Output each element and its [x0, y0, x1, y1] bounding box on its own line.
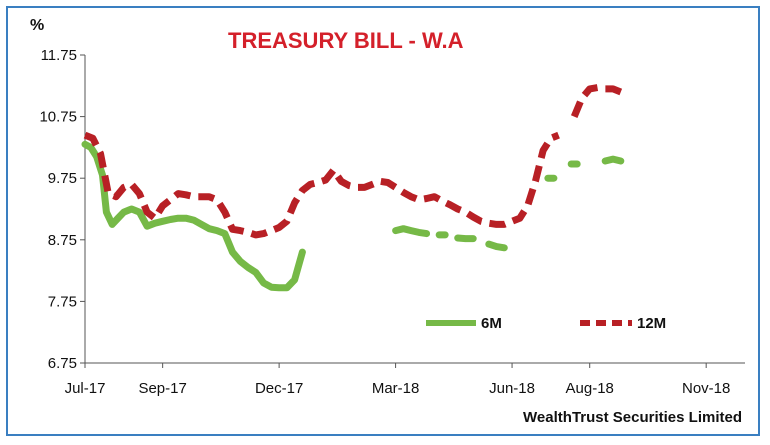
legend-6m-label: 6M — [481, 315, 502, 332]
series-6m-line-segment-7 — [601, 155, 625, 165]
chart-frame — [6, 6, 760, 436]
x-tick-label: Sep-17 — [138, 380, 186, 397]
legend-12m-label: 12M — [637, 315, 666, 332]
x-tick-label: Mar-18 — [372, 380, 420, 397]
x-tick-label: Dec-17 — [255, 380, 303, 397]
y-tick-label: 7.75 — [48, 293, 77, 310]
y-tick-label: 6.75 — [48, 355, 77, 372]
series-6m-line-segment-0 — [81, 140, 306, 292]
y-tick-label: 8.75 — [48, 232, 77, 249]
x-tick-label: Aug-18 — [566, 380, 614, 397]
source-credit: WealthTrust Securities Limited — [523, 409, 742, 426]
series-12m-line-segment-0 — [83, 131, 560, 239]
x-tick-label: Jun-18 — [489, 380, 535, 397]
series-6m-line-segment-3 — [454, 234, 477, 243]
y-tick-label: 11.75 — [41, 47, 77, 64]
y-axis-label: % — [30, 17, 44, 34]
legend: 6M 12M — [426, 315, 666, 332]
x-tick-label: Nov-18 — [682, 380, 730, 397]
y-tick-label: 9.75 — [48, 170, 77, 187]
series-6m-line-segment-1 — [392, 225, 431, 238]
x-tick-label: Jul-17 — [65, 380, 106, 397]
y-tick-label: 10.75 — [39, 109, 77, 126]
series-6m-line-segment-4 — [485, 240, 508, 252]
series-12m-line-segment-1 — [570, 84, 623, 118]
chart-title: TREASURY BILL - W.A — [228, 28, 464, 53]
